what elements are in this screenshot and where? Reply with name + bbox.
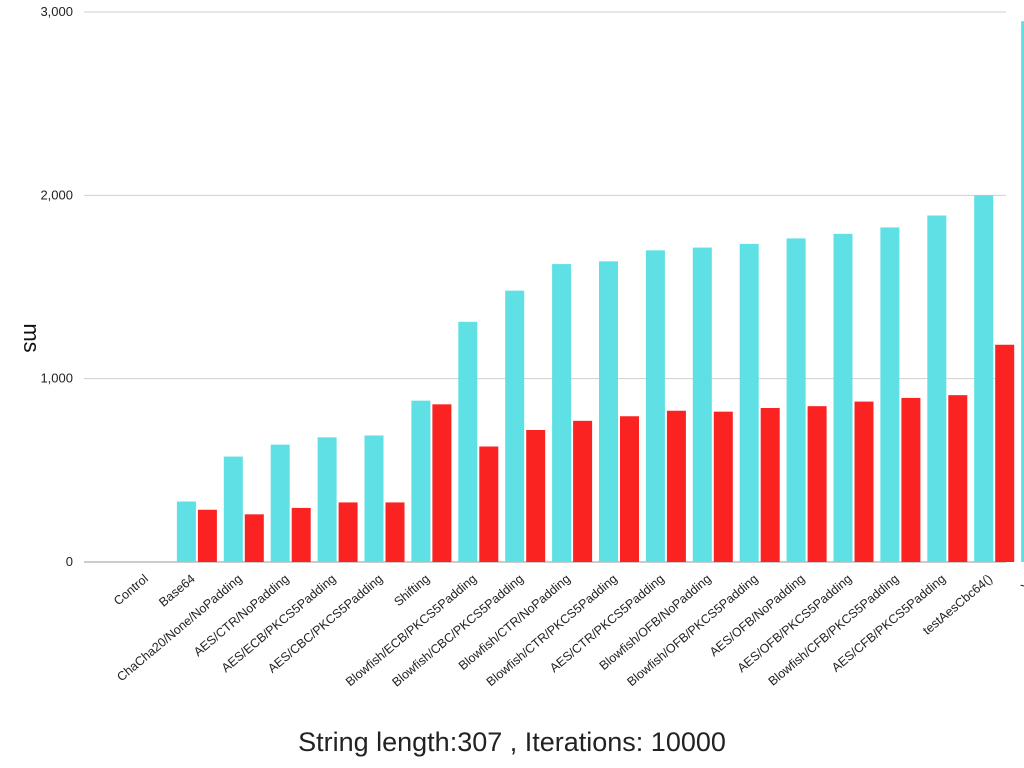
bar-series-1 [411, 400, 431, 562]
bar-series-2 [854, 401, 874, 562]
bar-series-2 [713, 411, 733, 562]
bar-series-1 [458, 321, 478, 562]
bar-series-2 [620, 416, 639, 562]
bar-series-1 [599, 261, 618, 562]
y-axis-label: ms [19, 323, 44, 352]
bar-series-1 [176, 501, 196, 562]
x-tick-label: Shifting [391, 572, 432, 610]
x-tick-label: Control [111, 572, 151, 609]
bar-series-2 [995, 344, 1015, 562]
bar-series-1 [270, 444, 290, 562]
y-tick-label: 1,000 [40, 371, 73, 386]
bar-series-1 [645, 250, 665, 563]
bar-series-1 [974, 195, 994, 563]
x-axis-label: String length:307 , Iterations: 10000 [298, 727, 726, 757]
y-tick-label: 2,000 [40, 187, 73, 202]
bars [176, 21, 1024, 563]
bar-series-2 [385, 502, 405, 562]
bar-series-1 [833, 233, 853, 563]
bar-series-2 [479, 446, 499, 562]
bar-series-2 [573, 420, 593, 562]
bar-series-1 [786, 238, 806, 562]
bar-series-1 [317, 437, 337, 562]
bar-series-1 [927, 215, 947, 562]
bar-series-1 [552, 264, 572, 562]
x-tick-label: Xor [1018, 572, 1024, 595]
bar-series-2 [760, 408, 780, 562]
bar-series-1 [505, 290, 525, 562]
bar-series-2 [901, 397, 921, 562]
bar-series-2 [291, 507, 311, 562]
bar-series-1 [364, 435, 384, 562]
bar-series-2 [432, 404, 452, 562]
x-tick-label: Base64 [156, 572, 198, 610]
bar-series-1 [692, 247, 712, 563]
bar-series-1 [880, 227, 900, 562]
bar-series-2 [244, 514, 264, 562]
bar-series-1 [1021, 21, 1024, 562]
bar-series-2 [807, 406, 827, 562]
y-tick-label: 0 [66, 554, 73, 569]
bar-series-2 [666, 410, 686, 562]
bar-series-2 [338, 502, 358, 562]
bar-series-1 [223, 456, 243, 562]
bar-series-2 [948, 395, 968, 562]
bar-series-1 [739, 243, 759, 562]
bar-series-2 [526, 430, 546, 562]
y-tick-label: 3,000 [40, 4, 73, 19]
bar-series-2 [197, 509, 217, 562]
